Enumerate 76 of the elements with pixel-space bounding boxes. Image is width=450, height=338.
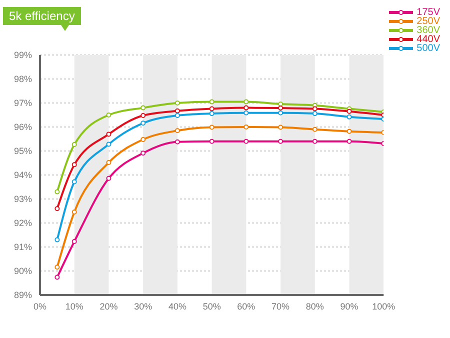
point xyxy=(140,112,146,118)
point xyxy=(106,112,112,118)
y-tick-label: 94% xyxy=(14,170,32,180)
point xyxy=(312,138,318,144)
point xyxy=(54,189,60,194)
point xyxy=(72,162,77,168)
point xyxy=(244,110,249,116)
x-tick-label: 30% xyxy=(134,301,152,312)
y-tick-label: 99% xyxy=(14,50,32,60)
point xyxy=(140,150,146,156)
point xyxy=(312,126,318,132)
point xyxy=(278,110,284,116)
point xyxy=(346,114,352,120)
point xyxy=(72,238,77,244)
point xyxy=(140,136,146,142)
point xyxy=(346,108,352,114)
point xyxy=(209,99,214,104)
point xyxy=(244,105,249,110)
point xyxy=(209,106,214,112)
point xyxy=(278,101,284,106)
y-tick-label: 93% xyxy=(14,194,32,204)
point xyxy=(72,179,77,184)
y-tick-label: 95% xyxy=(14,146,32,156)
point xyxy=(174,108,180,114)
point xyxy=(209,111,214,116)
point xyxy=(278,106,284,111)
x-tick-label: 40% xyxy=(168,301,186,312)
point xyxy=(278,124,284,130)
x-tick-label: 60% xyxy=(237,301,256,312)
point xyxy=(174,112,180,118)
point xyxy=(106,176,112,181)
x-tick-label: 100% xyxy=(372,301,396,312)
point xyxy=(312,111,318,116)
y-tick-label: 97% xyxy=(14,98,32,108)
x-tick-label: 10% xyxy=(65,301,84,312)
legend-label: 360V xyxy=(416,25,440,36)
point xyxy=(140,120,146,126)
point xyxy=(106,142,112,147)
point xyxy=(174,100,180,106)
point xyxy=(174,139,180,144)
x-tick-label: 80% xyxy=(306,301,324,312)
point xyxy=(278,138,284,144)
legend-label: 440V xyxy=(416,34,440,45)
point xyxy=(312,106,318,112)
point xyxy=(140,105,146,110)
point xyxy=(244,124,249,130)
point xyxy=(106,160,112,166)
point xyxy=(174,128,180,134)
point xyxy=(346,128,352,134)
point xyxy=(72,142,77,148)
point xyxy=(54,264,60,270)
legend-label: 250V xyxy=(416,16,440,27)
x-tick-label: 20% xyxy=(100,301,118,312)
point xyxy=(72,209,77,214)
y-tick-label: 96% xyxy=(14,122,32,132)
x-tick-label: 70% xyxy=(272,301,290,312)
point xyxy=(54,206,60,212)
y-tick-label: 98% xyxy=(14,74,32,84)
point xyxy=(209,124,214,130)
chart-title: 5k efficiency xyxy=(9,9,75,23)
x-tick-label: 0% xyxy=(33,301,47,312)
point xyxy=(244,99,249,104)
y-tick-label: 91% xyxy=(14,242,32,252)
point xyxy=(106,132,112,137)
point xyxy=(244,138,249,144)
point xyxy=(54,274,60,280)
y-tick-label: 89% xyxy=(14,290,32,300)
legend-label: 500V xyxy=(416,43,440,54)
point xyxy=(54,237,60,242)
point xyxy=(209,138,214,144)
point xyxy=(346,138,352,144)
legend-label: 175V xyxy=(416,7,440,18)
x-tick-label: 50% xyxy=(202,301,221,312)
x-tick-label: 90% xyxy=(340,301,358,312)
y-tick-label: 90% xyxy=(14,266,32,276)
y-tick-label: 92% xyxy=(14,218,32,228)
